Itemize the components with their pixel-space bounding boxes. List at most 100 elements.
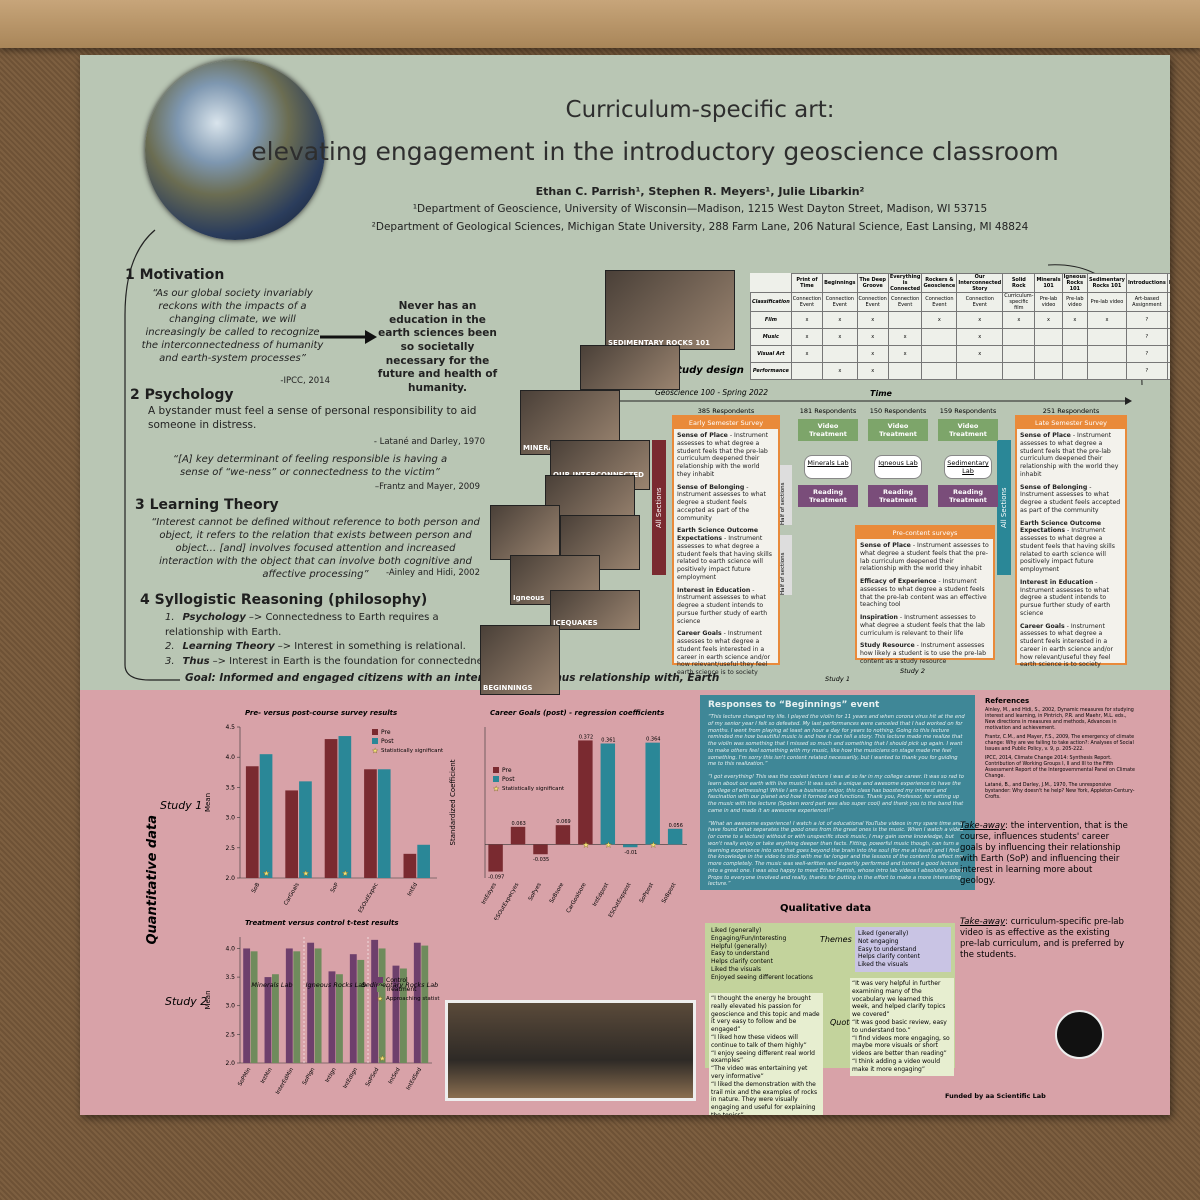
theme-item: Enjoyed seeing different locations <box>711 973 813 981</box>
table-cell: Connection Event <box>921 292 958 312</box>
quote: “As our global society invariably reckon… <box>141 288 324 364</box>
data-label: -0.097 <box>488 875 504 881</box>
significance-star: ★ <box>650 840 657 849</box>
item-term: Thus <box>182 655 210 667</box>
item-term: Inspiration <box>860 614 898 621</box>
table-cell: ? <box>1166 311 1170 329</box>
syllogism-item: 3. Thus –> Interest in Earth is the founda… <box>165 655 495 670</box>
item-number: 3. <box>165 655 175 667</box>
significance-star: ★ <box>263 869 270 878</box>
table-cell: x <box>822 311 858 329</box>
response-quote: “I got everything! This was the coolest … <box>708 774 964 814</box>
table-cell: Connection Event <box>956 292 1004 312</box>
table-cell <box>1061 345 1089 363</box>
item-term: Learning Theory <box>182 641 275 652</box>
column-header: Beginnings <box>822 273 858 293</box>
respondents: 251 Respondents <box>1042 407 1100 415</box>
quantitative-label: Quantitative data <box>145 815 160 945</box>
survey-panel: Late Semester Survey Sense of Place - Ins… <box>1015 415 1127 668</box>
theme-list: Liked (generally) Engaging/Fun/Interestin… <box>711 927 821 982</box>
references: References Ainley, M., and Hidi, S., 200… <box>985 697 1135 801</box>
x-tick-label: SoPIgn <box>302 1067 317 1087</box>
quotes-label: Quotes <box>830 1018 859 1027</box>
wood-frame <box>0 0 1200 48</box>
legend-label: Post <box>381 738 394 745</box>
table-cell <box>1087 328 1127 346</box>
lab-logo <box>1055 1010 1104 1059</box>
theme-item: Liked (generally) <box>858 930 909 937</box>
connector <box>124 229 180 681</box>
survey-item: Sense of Place - Instrument assesses to … <box>677 432 775 479</box>
table-cell: x <box>887 328 923 346</box>
pre-content-panel: Pre-content surveys Sense of Place - Inst… <box>855 525 995 665</box>
table-cell: x <box>822 328 858 346</box>
section-heading: 3 Learning Theory <box>135 497 279 513</box>
item-term: Sense of Place <box>1020 432 1071 439</box>
bar <box>349 954 357 1063</box>
survey-item: Efficacy of Experience - Instrument asse… <box>860 578 990 609</box>
item-term: Interest in Education <box>1020 578 1094 586</box>
bar <box>250 951 258 1063</box>
table-cell: x <box>1087 311 1127 329</box>
legend-label: Pre <box>381 729 391 736</box>
legend-swatch <box>372 729 378 735</box>
survey-item: Sense of Belonging - Instrument assesses… <box>677 484 775 523</box>
theme-item: Easy to understand <box>711 950 770 958</box>
item-text: –> Interest in something is relational. <box>277 641 466 652</box>
item-text: –> Interest in Earth is the foundation f… <box>212 655 494 667</box>
callout: Never has an education in the earth scie… <box>377 300 498 394</box>
group-label: Sedimentary Rocks Lab <box>362 981 439 989</box>
data-label: 0.069 <box>556 819 570 825</box>
qualitative-title: Qualitative data <box>780 903 872 914</box>
row-label: Classification <box>750 292 792 312</box>
reading-treatment: Reading Treatment <box>938 485 998 507</box>
x-tick-label: IntEdyes <box>481 882 498 906</box>
bar <box>293 951 301 1063</box>
section-heading: 2 Psychology <box>130 387 234 403</box>
collage-photo: BEGINNINGS <box>480 625 560 695</box>
bar <box>403 853 417 878</box>
x-tick-label: CarGoalsore <box>566 881 588 914</box>
item-term: Interest in Education <box>677 586 751 594</box>
item-text: - Instrument assesses to what degree a s… <box>860 614 985 637</box>
time-label: Time <box>870 389 892 398</box>
x-tick-label: SoPMin <box>237 1067 252 1088</box>
bar <box>324 739 338 878</box>
theme-item: “I find videos more engaging, so maybe m… <box>852 1034 950 1058</box>
legend-swatch <box>493 767 499 773</box>
item-term: Sense of Belonging <box>1020 483 1088 491</box>
reference: Latané, B., and Darley, J.M., 1970, The … <box>985 782 1135 800</box>
section-number: 4 <box>140 592 150 608</box>
reading-treatment: Reading Treatment <box>868 485 928 507</box>
bar <box>417 844 430 878</box>
bar <box>377 769 391 878</box>
bar <box>264 977 272 1063</box>
takeaway-text: : curriculum-specific pre-lab video is a… <box>960 917 1125 961</box>
affiliation: ¹Department of Geoscience, University of… <box>412 203 988 215</box>
x-tick-label: SoPpost <box>639 881 656 904</box>
x-tick-label: IntEdIgn <box>342 1067 359 1090</box>
video-treatment: Video Treatment <box>868 419 928 441</box>
table-cell <box>790 362 824 380</box>
reference: IPCC, 2014, Climate Change 2014: Synthes… <box>985 755 1135 779</box>
y-tick-label: 4.0 <box>225 754 235 761</box>
y-axis-label: Mean <box>204 793 212 812</box>
theme-item: Helps clarify content <box>858 953 920 961</box>
table-cell <box>1087 362 1127 380</box>
table-cell: x <box>790 328 824 346</box>
data-label: 0.372 <box>579 734 593 740</box>
x-tick-label: IntSed <box>388 1067 402 1085</box>
design-table: Print of Time Beginnings The Deep Groove Ev… <box>750 273 1170 380</box>
table-cell: x <box>856 362 889 380</box>
quote: “[A] key determinant of feeling responsi… <box>172 454 448 478</box>
bar <box>245 766 259 878</box>
table-cell: ? <box>1125 311 1168 329</box>
x-tick-label: SoPSed <box>365 1067 380 1088</box>
item-text: –> Connectedness to Earth requires a rel… <box>165 612 439 638</box>
survey-item: Career Goals - Instrument assesses to wh… <box>1020 623 1122 670</box>
table-cell: Pre-lab video <box>1034 292 1063 312</box>
survey-item: Sense of Belonging - Instrument assesses… <box>1020 484 1122 515</box>
legend-label: Pre <box>502 767 512 774</box>
chart-title: Career Goals (post) - regression coeffic… <box>490 709 664 717</box>
